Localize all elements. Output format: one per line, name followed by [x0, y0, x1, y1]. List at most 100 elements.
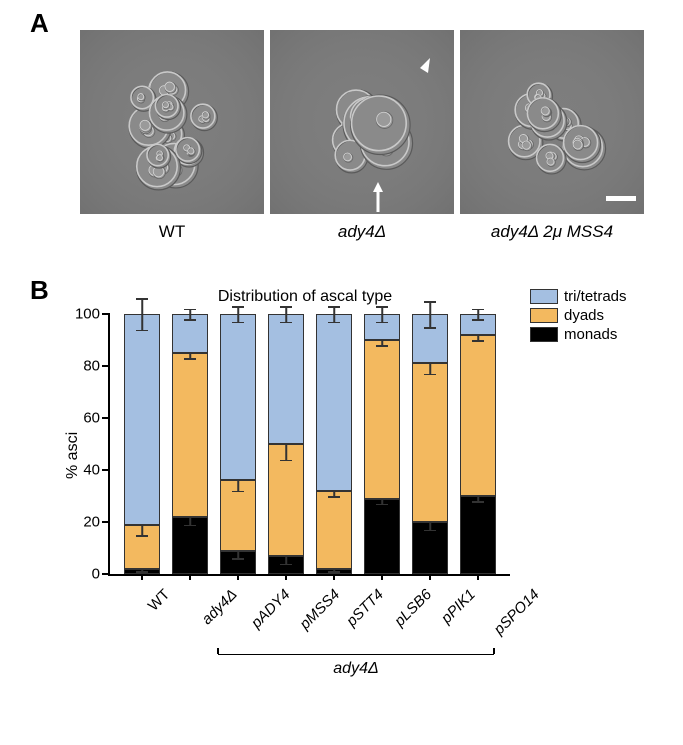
x-tick	[333, 574, 335, 580]
y-tick-label: 20	[60, 514, 100, 531]
error-cap	[472, 309, 484, 311]
error-cap	[136, 571, 148, 573]
bar	[412, 314, 448, 574]
error-bar	[429, 301, 431, 327]
x-tick-label: pSTT4	[343, 586, 387, 630]
legend-label: monads	[564, 326, 617, 343]
error-bar	[141, 298, 143, 329]
error-cap	[472, 340, 484, 342]
bracket-label: ady4Δ	[218, 660, 494, 678]
y-tick-label: 80	[60, 358, 100, 375]
y-tick	[102, 469, 110, 471]
error-cap	[280, 306, 292, 308]
error-cap	[184, 309, 196, 311]
legend-swatch	[530, 308, 558, 323]
error-cap	[136, 535, 148, 537]
error-bar	[333, 306, 335, 322]
legend-swatch	[530, 327, 558, 342]
y-tick-label: 100	[60, 306, 100, 323]
error-cap	[328, 571, 340, 573]
error-cap	[136, 330, 148, 332]
x-tick-label: pPIK1	[438, 586, 479, 627]
legend-row: tri/tetrads	[530, 288, 627, 305]
x-tick-label: pMSS4	[296, 586, 343, 633]
error-cap	[376, 504, 388, 506]
x-tick	[477, 574, 479, 580]
error-cap	[184, 319, 196, 321]
bar-segment-tritetrads	[268, 314, 304, 444]
legend-label: dyads	[564, 307, 604, 324]
bracket-end	[493, 648, 495, 654]
error-cap	[280, 564, 292, 566]
bar-segment-dyads	[412, 363, 448, 522]
micrograph	[80, 30, 264, 214]
error-cap	[472, 319, 484, 321]
bracket-end	[217, 648, 219, 654]
legend-row: dyads	[530, 307, 627, 324]
error-bar	[237, 306, 239, 322]
x-tick-label: pSPO14	[491, 586, 543, 638]
figure-root: A	[0, 0, 683, 745]
y-tick-label: 40	[60, 462, 100, 479]
bracket-line	[218, 654, 494, 655]
x-tick-label: pADY4	[248, 586, 294, 632]
error-cap	[424, 301, 436, 303]
plot	[108, 314, 510, 576]
x-tick	[381, 574, 383, 580]
error-cap	[232, 306, 244, 308]
error-bar	[477, 309, 479, 319]
legend-row: monads	[530, 326, 627, 343]
y-tick	[102, 417, 110, 419]
micrograph-caption: ady4Δ	[270, 222, 454, 242]
bar	[268, 314, 304, 574]
error-cap	[424, 374, 436, 376]
error-cap	[376, 306, 388, 308]
x-tick	[189, 574, 191, 580]
legend-label: tri/tetrads	[564, 288, 627, 305]
micrograph	[270, 30, 454, 214]
error-cap	[232, 491, 244, 493]
error-cap	[184, 358, 196, 360]
x-tick	[285, 574, 287, 580]
error-cap	[184, 525, 196, 527]
micrograph	[460, 30, 644, 214]
y-tick	[102, 573, 110, 575]
error-cap	[232, 558, 244, 560]
bar	[220, 314, 256, 574]
error-cap	[424, 327, 436, 329]
bar	[460, 314, 496, 574]
bar-segment-dyads	[364, 340, 400, 499]
micrograph-row	[80, 30, 644, 214]
chart-area: % asci 020406080100WTady4ΔpADY4pMSS4pSTT…	[108, 314, 508, 634]
x-tick-label: ady4Δ	[198, 586, 240, 628]
error-cap	[328, 496, 340, 498]
bar-segment-tritetrads	[316, 314, 352, 491]
error-bar	[381, 306, 383, 322]
panel-b-label: B	[30, 275, 49, 306]
micrograph-caption: ady4Δ 2μ MSS4	[460, 222, 644, 242]
x-tick	[429, 574, 431, 580]
error-cap	[376, 345, 388, 347]
legend-swatch	[530, 289, 558, 304]
x-tick-label: WT	[145, 586, 174, 615]
micrograph-caption: WT	[80, 222, 264, 242]
y-tick	[102, 521, 110, 523]
bar-segment-dyads	[172, 353, 208, 517]
y-tick	[102, 365, 110, 367]
bar	[316, 314, 352, 574]
error-cap	[232, 322, 244, 324]
x-tick	[141, 574, 143, 580]
error-cap	[136, 298, 148, 300]
bar	[124, 314, 160, 574]
y-tick-label: 60	[60, 410, 100, 427]
bar	[364, 314, 400, 574]
y-tick-label: 0	[60, 566, 100, 583]
chart-title: Distribution of ascal type	[175, 288, 435, 306]
bar-segment-tritetrads	[124, 314, 160, 525]
legend: tri/tetrads dyads monads	[530, 288, 627, 345]
error-bar	[189, 309, 191, 319]
error-cap	[424, 530, 436, 532]
bar-segment-dyads	[316, 491, 352, 569]
error-cap	[472, 501, 484, 503]
error-cap	[328, 322, 340, 324]
